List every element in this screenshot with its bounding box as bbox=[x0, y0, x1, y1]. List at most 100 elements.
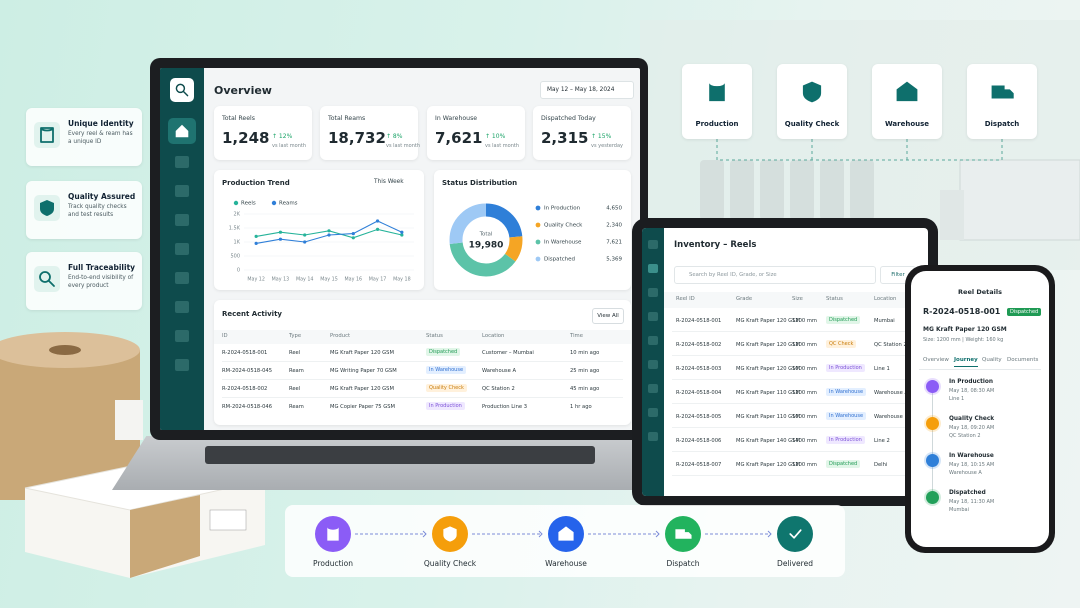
tablet-sidebar bbox=[642, 228, 664, 496]
nav-item[interactable] bbox=[175, 272, 189, 284]
feature-icon bbox=[34, 266, 60, 292]
trend-chart: Reels Reams 0 500 1K 1.5K 2K May 12 May 13 May 14… bbox=[229, 200, 414, 283]
truck-body bbox=[959, 159, 1080, 241]
legend-label: In Production bbox=[544, 206, 581, 212]
y-tick-label: 500 bbox=[230, 254, 240, 260]
row-divider bbox=[672, 475, 920, 476]
cell: 1000 mm bbox=[792, 366, 817, 372]
row-divider bbox=[672, 331, 920, 332]
nav-item[interactable] bbox=[175, 301, 189, 313]
reel-id: R-2024-0518-001 bbox=[923, 307, 1001, 316]
flow-circle bbox=[548, 516, 584, 552]
nav-item[interactable] bbox=[175, 185, 189, 197]
kpi-change: ↑ 10% bbox=[485, 133, 506, 140]
cell: R-2024-0518-003 bbox=[676, 366, 722, 372]
cell: Reel bbox=[289, 386, 301, 392]
data-point bbox=[327, 229, 331, 233]
view-all-button[interactable]: View All bbox=[592, 308, 624, 324]
dashed-line bbox=[716, 139, 1003, 161]
nav-item[interactable] bbox=[648, 408, 658, 417]
column-header: Status bbox=[426, 333, 443, 339]
cell: MG Kraft Paper 120 GSM bbox=[330, 350, 394, 356]
x-tick-label: May 15 bbox=[320, 277, 338, 283]
tab[interactable]: Documents bbox=[1007, 357, 1039, 363]
status-badge: Dispatched bbox=[826, 460, 861, 468]
top-connector bbox=[716, 139, 1003, 161]
cell: 10 min ago bbox=[570, 350, 600, 356]
nav-item[interactable] bbox=[175, 330, 189, 342]
flow-label: Production bbox=[313, 559, 353, 568]
nav-item[interactable] bbox=[175, 214, 189, 226]
cell: Line 2 bbox=[874, 438, 890, 444]
nav-item[interactable] bbox=[648, 384, 658, 393]
trend-card: Production Trend This Week Reels Reams 0 500 1… bbox=[214, 170, 424, 290]
data-point bbox=[400, 233, 404, 237]
row-divider bbox=[222, 397, 623, 398]
tab[interactable]: Journey bbox=[954, 357, 978, 367]
status-badge: In Warehouse bbox=[426, 366, 467, 374]
feature-card: Quality Assured Track quality checks and … bbox=[26, 181, 142, 239]
donut-caption: Total bbox=[479, 232, 493, 238]
inventory-title: Inventory – Reels bbox=[674, 240, 757, 250]
nav-item[interactable] bbox=[175, 243, 189, 255]
cell: 25 min ago bbox=[570, 368, 600, 374]
reel-stack bbox=[700, 160, 724, 220]
step-card: Dispatch bbox=[967, 64, 1037, 139]
chart-title: Production Trend bbox=[222, 179, 290, 187]
row-divider bbox=[672, 379, 920, 380]
journey-dot bbox=[926, 491, 939, 504]
nav-item[interactable] bbox=[648, 336, 658, 345]
nav-item[interactable] bbox=[648, 264, 658, 273]
tab[interactable]: Quality bbox=[982, 357, 1002, 363]
sidebar bbox=[160, 68, 204, 430]
data-point bbox=[254, 241, 258, 245]
search-box[interactable]: Search by Reel ID, Grade, or Size bbox=[674, 266, 876, 284]
nav-item[interactable] bbox=[175, 359, 189, 371]
nav-item[interactable] bbox=[175, 156, 189, 168]
legend-value: 5,369 bbox=[606, 257, 622, 263]
tab[interactable]: Overview bbox=[923, 357, 949, 363]
feature-icon bbox=[34, 195, 60, 221]
date-range[interactable]: May 12 – May 18, 2024 bbox=[540, 81, 634, 99]
nav-item[interactable] bbox=[648, 432, 658, 441]
kpi-value: 7,621 bbox=[435, 129, 483, 147]
column-header: ID bbox=[222, 333, 228, 339]
product-name: MG Kraft Paper 120 GSM bbox=[923, 326, 1007, 333]
flow-circle bbox=[665, 516, 701, 552]
legend-swatch bbox=[233, 200, 239, 206]
status-badge: In Production bbox=[426, 402, 465, 410]
period-select[interactable]: This Week bbox=[374, 179, 404, 185]
cell: QC Station 2 bbox=[874, 342, 907, 348]
reel-stack bbox=[730, 160, 754, 220]
nav-item[interactable] bbox=[648, 312, 658, 321]
feature-icon bbox=[34, 122, 60, 148]
nav-item[interactable] bbox=[648, 240, 658, 249]
row-divider bbox=[222, 379, 623, 380]
legend-swatch bbox=[271, 200, 277, 206]
cell: Mumbai bbox=[874, 318, 895, 324]
journey-dot bbox=[926, 454, 939, 467]
chart-title: Status Distribution bbox=[442, 179, 518, 187]
nav-item[interactable] bbox=[648, 288, 658, 297]
y-tick-label: 0 bbox=[237, 268, 240, 274]
product-spec: Size: 1200 mm | Weight: 160 kg bbox=[923, 337, 1004, 343]
journey-title: In Production bbox=[949, 379, 993, 385]
status-badge: QC Check bbox=[826, 340, 857, 348]
nav-home[interactable] bbox=[168, 118, 196, 144]
data-point bbox=[375, 219, 380, 223]
icon-glyph bbox=[789, 529, 802, 539]
phone-header: Reel Details bbox=[958, 288, 1002, 296]
icon bbox=[558, 526, 574, 541]
feature-title: Full Traceability bbox=[68, 263, 136, 272]
kpi-value: 18,732 bbox=[328, 129, 386, 147]
nav-item[interactable] bbox=[648, 360, 658, 369]
column-header: Location bbox=[482, 333, 505, 339]
feature-title: Unique Identity bbox=[68, 119, 134, 128]
cell: MG Kraft Paper 120 GSM bbox=[736, 366, 800, 372]
icon-glyph bbox=[175, 124, 189, 138]
cell: MG Kraft Paper 140 GSM bbox=[736, 438, 800, 444]
icon bbox=[175, 83, 189, 97]
data-point bbox=[351, 236, 355, 240]
status-card: Status Distribution In Production 4,650 Qua… bbox=[434, 170, 631, 290]
